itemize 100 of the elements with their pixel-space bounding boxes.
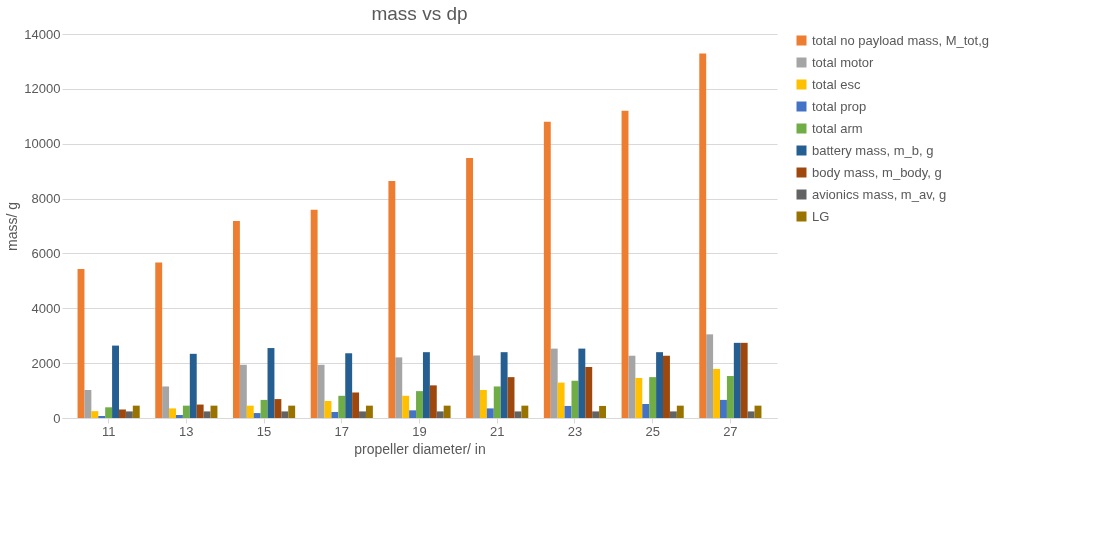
bar bbox=[331, 411, 339, 418]
bar bbox=[260, 399, 268, 418]
bar bbox=[416, 391, 423, 418]
bar bbox=[409, 410, 417, 418]
bar bbox=[239, 364, 247, 418]
bar bbox=[132, 405, 140, 418]
y-tick-label: 4000 bbox=[31, 300, 61, 316]
bar bbox=[740, 342, 748, 418]
bar bbox=[175, 414, 183, 418]
bar bbox=[232, 221, 240, 418]
y-tick-label: 14000 bbox=[24, 26, 61, 42]
bar bbox=[84, 390, 92, 418]
chart-title: mass vs dp bbox=[371, 3, 468, 24]
bar bbox=[706, 334, 714, 418]
y-tick-label: 2000 bbox=[31, 355, 61, 371]
legend-label: body mass, m_body, g bbox=[812, 164, 942, 180]
x-tick-label: 19 bbox=[412, 423, 427, 439]
legend-label: LG bbox=[812, 208, 830, 224]
bar bbox=[479, 390, 487, 418]
bar bbox=[585, 366, 593, 418]
bar bbox=[281, 411, 289, 418]
bar bbox=[365, 405, 373, 418]
bar bbox=[310, 209, 318, 418]
legend-label: total esc bbox=[812, 76, 861, 92]
bar bbox=[571, 380, 579, 418]
x-tick-label: 11 bbox=[101, 423, 116, 439]
bar bbox=[642, 404, 650, 418]
legend-label: total arm bbox=[812, 120, 863, 136]
bar bbox=[429, 385, 437, 418]
bar bbox=[112, 345, 119, 418]
bar bbox=[514, 411, 522, 418]
bar bbox=[521, 405, 529, 418]
bar bbox=[352, 392, 360, 418]
bar bbox=[359, 411, 366, 418]
y-tick-label: 10000 bbox=[24, 136, 61, 152]
bar bbox=[699, 53, 707, 418]
bar bbox=[720, 399, 727, 418]
bar bbox=[395, 357, 403, 418]
bar bbox=[676, 405, 684, 418]
bar bbox=[500, 352, 508, 418]
x-tick-label: 25 bbox=[645, 423, 660, 439]
y-tick-label: 0 bbox=[53, 410, 61, 426]
bar bbox=[388, 181, 396, 418]
bar bbox=[656, 352, 664, 418]
y-tick-label: 8000 bbox=[31, 191, 61, 207]
bar bbox=[713, 368, 721, 418]
bar bbox=[550, 348, 558, 418]
bar bbox=[443, 405, 451, 418]
bar bbox=[493, 386, 501, 418]
bar bbox=[543, 121, 551, 418]
bar bbox=[635, 377, 643, 418]
bar bbox=[628, 355, 636, 418]
bar bbox=[578, 348, 586, 418]
bar bbox=[733, 342, 741, 418]
bar bbox=[105, 407, 113, 418]
bar bbox=[338, 395, 346, 418]
bar bbox=[473, 355, 480, 418]
bar bbox=[91, 411, 99, 418]
x-tick-label: 15 bbox=[256, 423, 272, 439]
bar bbox=[663, 355, 670, 418]
bar bbox=[189, 353, 197, 418]
bar bbox=[592, 411, 600, 418]
y-tick-label: 6000 bbox=[31, 245, 61, 261]
legend-label: avionics mass, m_av, g bbox=[812, 186, 947, 202]
bar bbox=[466, 157, 474, 418]
y-axis-title: mass/ g bbox=[4, 201, 21, 252]
bar bbox=[669, 411, 677, 418]
bar bbox=[162, 386, 170, 418]
x-tick-label: 21 bbox=[489, 423, 505, 439]
legend-label: total prop bbox=[812, 98, 867, 114]
bar bbox=[557, 382, 565, 418]
bar bbox=[726, 376, 734, 418]
bar bbox=[747, 411, 755, 418]
bar bbox=[182, 405, 190, 418]
bar bbox=[345, 353, 353, 418]
bar bbox=[169, 408, 176, 418]
bar bbox=[274, 399, 282, 418]
bar bbox=[253, 413, 261, 418]
bar bbox=[203, 411, 211, 418]
bar bbox=[422, 352, 430, 418]
bar bbox=[649, 377, 657, 418]
bar bbox=[486, 408, 494, 418]
x-tick-label: 23 bbox=[567, 423, 583, 439]
legend-label: battery mass, m_b, g bbox=[812, 142, 934, 158]
bar bbox=[246, 405, 254, 418]
bar bbox=[599, 405, 607, 418]
bar bbox=[436, 411, 444, 418]
x-tick-label: 17 bbox=[334, 423, 350, 439]
y-tick-label: 12000 bbox=[24, 81, 61, 97]
legend-label: total motor bbox=[812, 54, 875, 70]
legend-label: total no payload mass, M_tot,g bbox=[812, 32, 990, 48]
bar bbox=[317, 364, 325, 418]
x-tick-label: 13 bbox=[179, 423, 194, 439]
bar bbox=[118, 409, 126, 418]
bar bbox=[402, 395, 410, 418]
x-axis-title: propeller diameter/ in bbox=[354, 440, 486, 457]
bar bbox=[196, 404, 204, 418]
x-tick-label: 27 bbox=[723, 423, 738, 439]
bar bbox=[288, 405, 296, 418]
bar bbox=[155, 262, 163, 418]
